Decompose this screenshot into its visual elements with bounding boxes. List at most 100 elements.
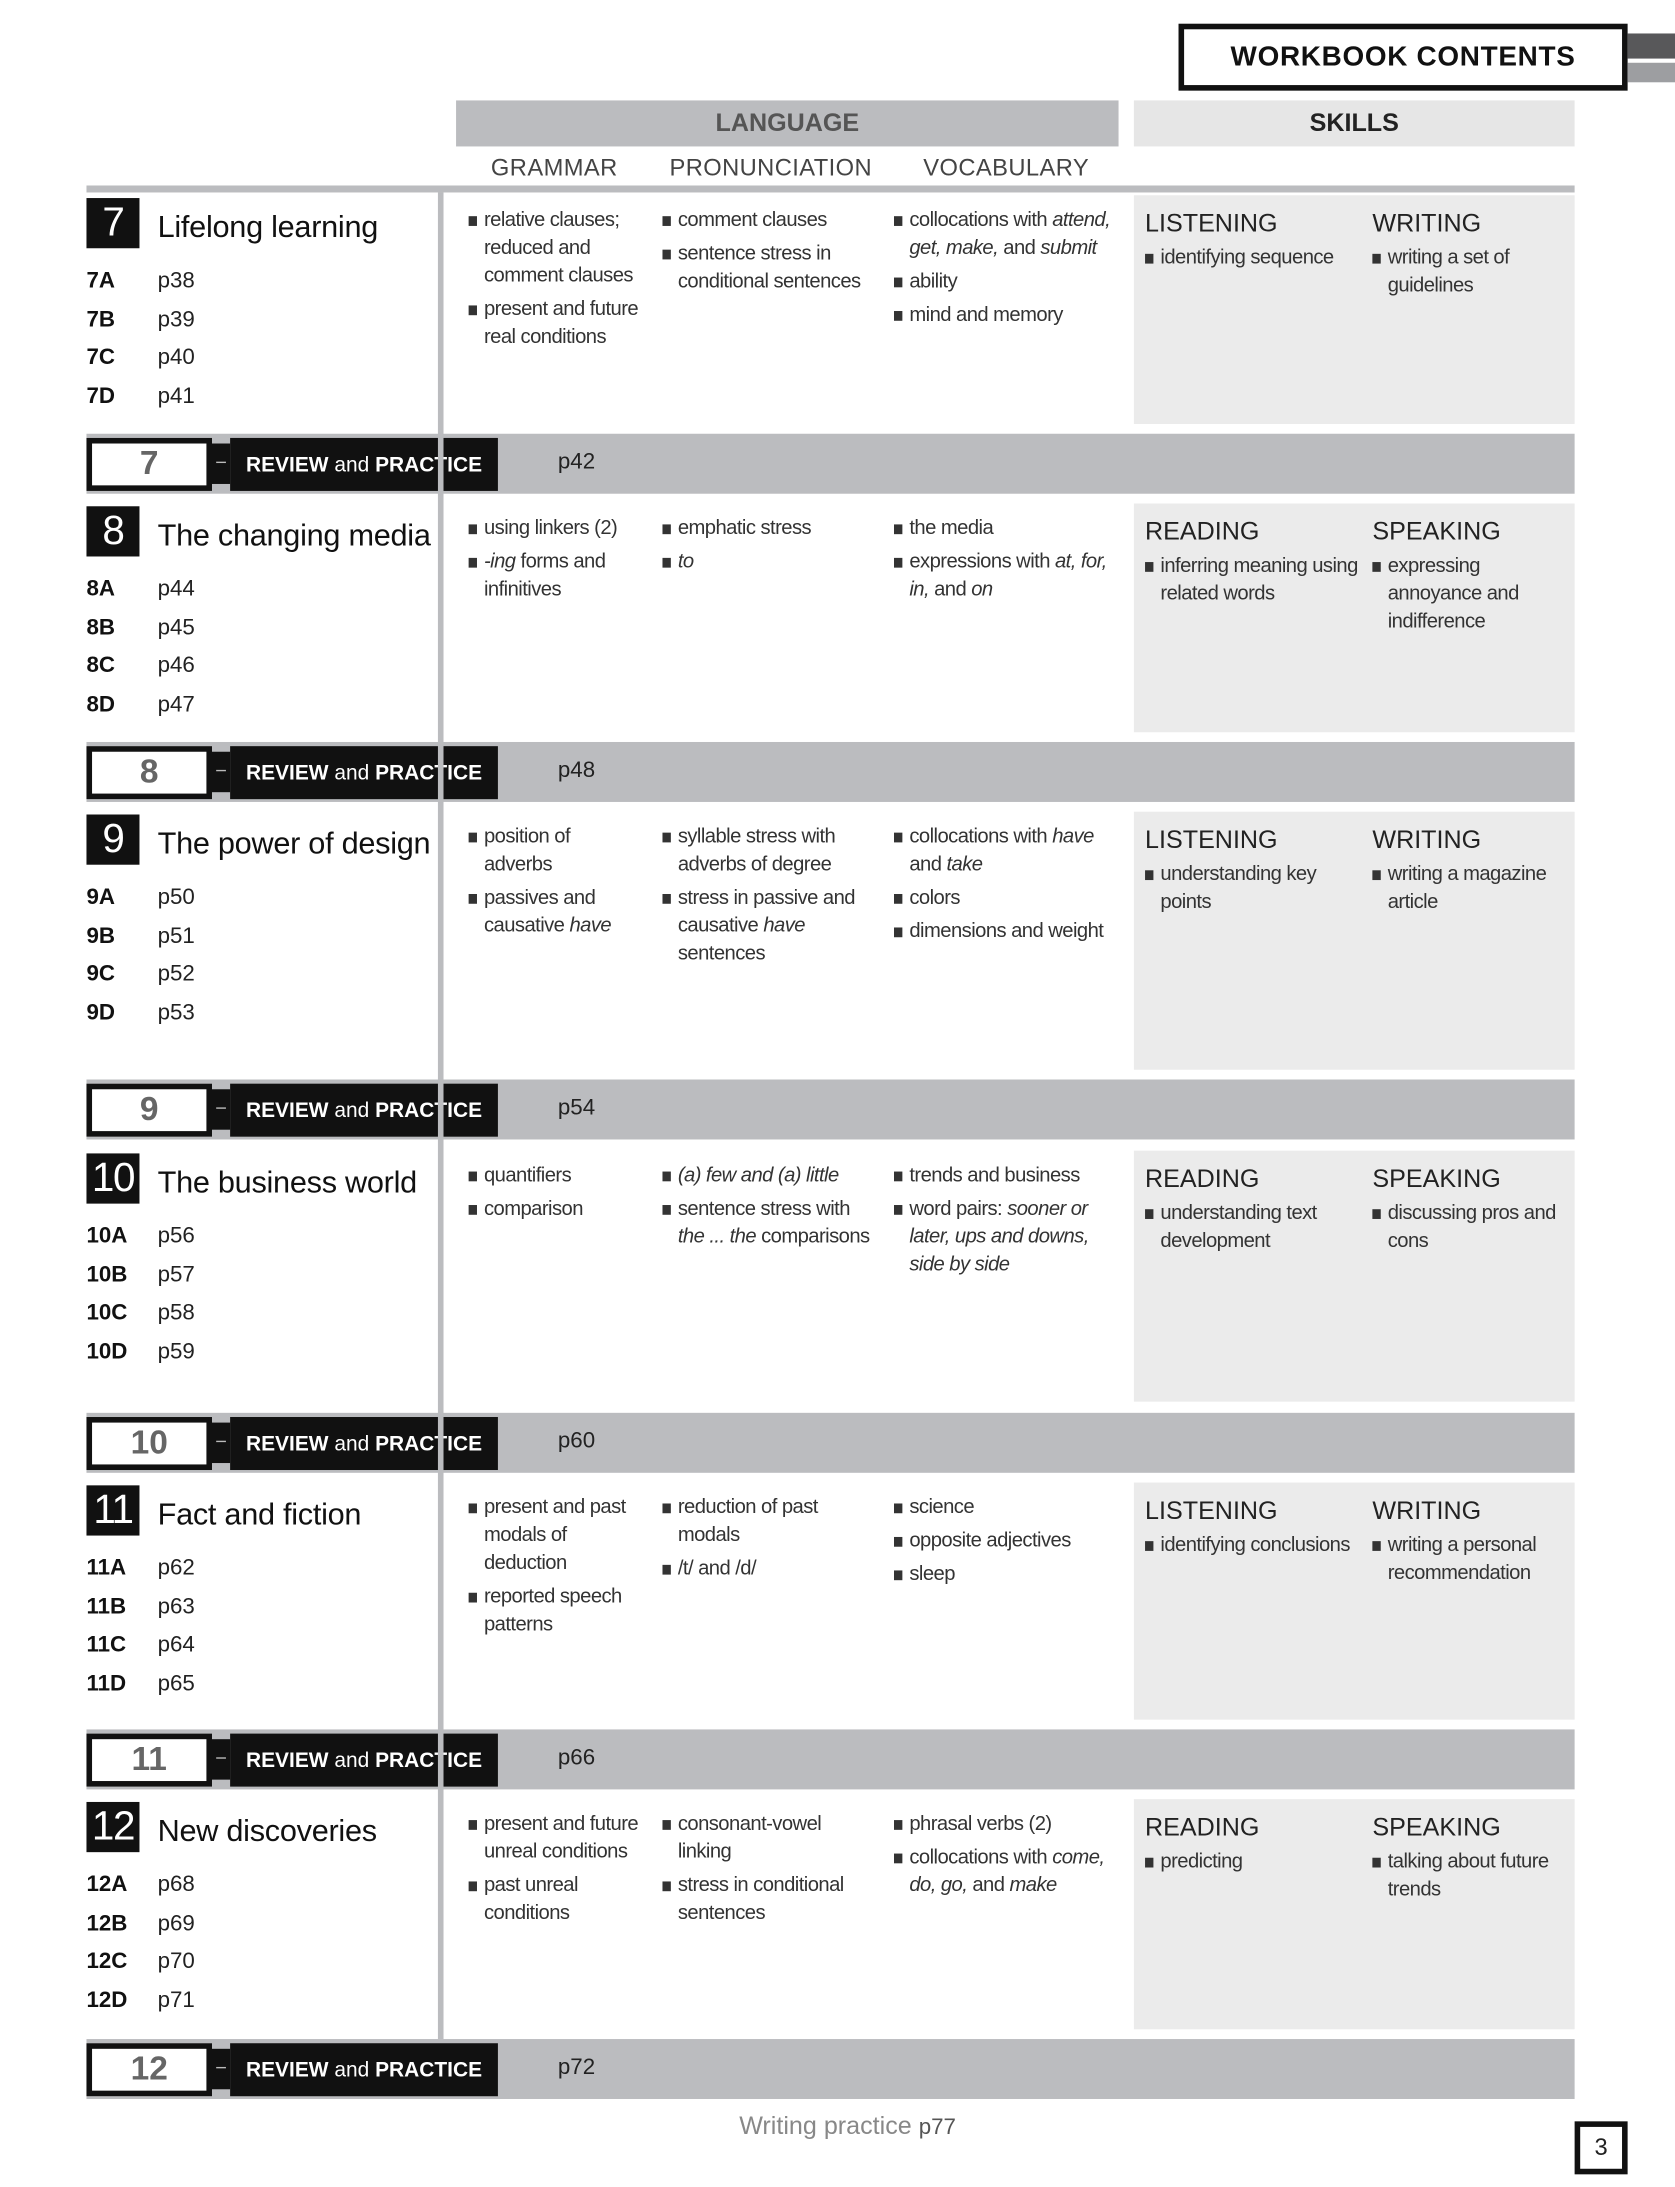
pronunciation-column: reduction of past modals/t/ and /d/ <box>662 1494 874 1589</box>
vocabulary-column: collocations with attend, get, make, and… <box>894 206 1120 334</box>
lesson-link[interactable]: 10B p57 <box>86 1262 194 1290</box>
review-unit-number: 9 <box>86 1083 212 1137</box>
lesson-code: 11A <box>86 1556 127 1581</box>
pronunciation-column: (a) few and (a) little sentence stress wi… <box>662 1162 874 1257</box>
grammar-column: position of adverbs passives and causativ… <box>468 823 643 946</box>
lesson-link[interactable]: 9A p50 <box>86 884 194 912</box>
lesson-link[interactable]: 9D p53 <box>86 999 194 1027</box>
list-item: reduction of past modals <box>662 1494 874 1550</box>
item-text: expressing annoyance and indifference <box>1387 555 1520 634</box>
review-label: REVIEW and PRACTICE <box>230 746 498 800</box>
item-text: consonant-vowel linking <box>677 1813 822 1864</box>
lesson-link[interactable]: 8C p46 <box>86 653 194 681</box>
list-item: dimensions and weight <box>894 918 1120 946</box>
item-text: reduction of past modals <box>677 1496 819 1547</box>
item-text: comparisons <box>756 1225 870 1249</box>
item-text: the media <box>909 517 994 540</box>
lesson-link[interactable]: 7C p40 <box>86 344 194 372</box>
lesson-link[interactable]: 11B p63 <box>86 1593 194 1621</box>
lesson-link[interactable]: 10A p56 <box>86 1223 194 1251</box>
edge-tab-light <box>1627 62 1675 83</box>
skills-panel <box>1133 1482 1575 1720</box>
skills-panel <box>1133 195 1575 424</box>
item-text: /t/ and /d/ <box>677 1557 757 1581</box>
skill2-column: WRITING writing a personal recommendation <box>1372 1494 1570 1593</box>
review-bar-11[interactable]: 11 REVIEW and PRACTICE p66 <box>86 1729 1575 1790</box>
review-unit-number: 10 <box>86 1417 212 1471</box>
lesson-link[interactable]: 8B p45 <box>86 614 194 642</box>
vocabulary-column: trends and business word pairs: sooner or… <box>894 1162 1120 1285</box>
item-text: to <box>677 550 694 574</box>
lesson-link[interactable]: 8A p44 <box>86 576 194 604</box>
list-item: collocations with attend, get, make, and… <box>894 206 1120 262</box>
lesson-link[interactable]: 8D p47 <box>86 691 194 719</box>
review-word: REVIEW <box>245 1748 329 1772</box>
practice-word: PRACTICE <box>375 2057 483 2082</box>
lesson-link[interactable]: 9C p52 <box>86 961 194 989</box>
review-connector <box>211 443 231 484</box>
list-item: opposite adjectives <box>894 1527 1120 1555</box>
lesson-link[interactable]: 11C p64 <box>86 1632 194 1660</box>
review-page: p48 <box>557 758 596 783</box>
vocabulary-column: collocations with have and take colors dim… <box>894 823 1120 951</box>
list-item: inferring meaning using related words <box>1145 552 1363 608</box>
list-item: syllable stress with adverbs of degree <box>662 823 874 879</box>
item-text: using linkers (2) <box>483 517 618 540</box>
review-page: p42 <box>557 450 596 475</box>
lesson-link[interactable]: 10C p58 <box>86 1300 194 1328</box>
lesson-page: p45 <box>157 615 195 640</box>
lesson-code: 10A <box>86 1224 128 1249</box>
review-connector <box>211 1089 231 1130</box>
lesson-link[interactable]: 12A p68 <box>86 1872 194 1900</box>
lesson-page: p41 <box>157 384 195 408</box>
list-item: collocations with have and take <box>894 823 1120 879</box>
practice-word: PRACTICE <box>375 1431 483 1456</box>
review-connector <box>211 1739 231 1780</box>
lesson-link[interactable]: 7D p41 <box>86 383 194 411</box>
review-unit-number: 11 <box>86 1733 212 1787</box>
lesson-link[interactable]: 12C p70 <box>86 1948 194 1976</box>
item-text: sooner or later, ups and downs, side by … <box>909 1198 1089 1277</box>
lesson-link[interactable]: 10D p59 <box>86 1338 194 1366</box>
list-item: sleep <box>894 1561 1120 1589</box>
review-bar-12[interactable]: 12 REVIEW and PRACTICE p72 <box>86 2039 1575 2100</box>
lesson-page: p47 <box>157 692 195 717</box>
grammar-header: GRAMMAR <box>490 154 618 182</box>
item-text: predicting <box>1160 1850 1243 1874</box>
lesson-page: p57 <box>157 1262 195 1287</box>
item-text: sentence stress in conditional sentences <box>677 242 861 293</box>
review-bar-7[interactable]: 7 REVIEW and PRACTICE p42 <box>86 433 1575 494</box>
list-item: expressing annoyance and indifference <box>1372 552 1570 636</box>
lesson-link[interactable]: 11A p62 <box>86 1555 194 1583</box>
pronunciation-header: PRONUNCIATION <box>669 154 873 182</box>
lesson-page: p40 <box>157 345 195 370</box>
item-text: stress in passive and causative <box>677 887 856 938</box>
item-text: at, for, in, <box>909 550 1107 602</box>
review-bar-10[interactable]: 10 REVIEW and PRACTICE p60 <box>86 1412 1575 1473</box>
unit-number: 10 <box>86 1153 140 1204</box>
skill-heading: SPEAKING <box>1372 517 1501 546</box>
list-item: using linkers (2) <box>468 515 643 543</box>
lesson-link[interactable]: 12D p71 <box>86 1987 194 2015</box>
unit-title: The business world <box>157 1164 418 1200</box>
lesson-link[interactable]: 9B p51 <box>86 923 194 951</box>
review-bar-8[interactable]: 8 REVIEW and PRACTICE p48 <box>86 741 1575 802</box>
review-bar-9[interactable]: 9 REVIEW and PRACTICE p54 <box>86 1079 1575 1140</box>
item-text: quantifiers <box>483 1164 572 1187</box>
skill2-column: WRITING writing a set of guidelines <box>1372 206 1570 305</box>
review-word: REVIEW <box>245 1431 329 1456</box>
lesson-link[interactable]: 12B p69 <box>86 1910 194 1938</box>
vocabulary-column: phrasal verbs (2) collocations with come,… <box>894 1810 1120 1905</box>
skill1-column: LISTENING identifying conclusions <box>1145 1494 1363 1565</box>
lesson-code: 10C <box>86 1301 128 1325</box>
lesson-page: p68 <box>157 1873 195 1897</box>
item-text: understanding text development <box>1160 1202 1317 1253</box>
lesson-link[interactable]: 11D p65 <box>86 1670 194 1698</box>
lesson-code: 8A <box>86 577 115 602</box>
lesson-code: 12B <box>86 1911 128 1936</box>
lesson-link[interactable]: 7B p39 <box>86 306 194 334</box>
unit-8: 8 The changing media using linkers (2) -ing… <box>86 503 1575 733</box>
list-item: emphatic stress <box>662 515 874 543</box>
lesson-link[interactable]: 7A p38 <box>86 268 194 296</box>
item-text: collocations with <box>909 1846 1053 1869</box>
